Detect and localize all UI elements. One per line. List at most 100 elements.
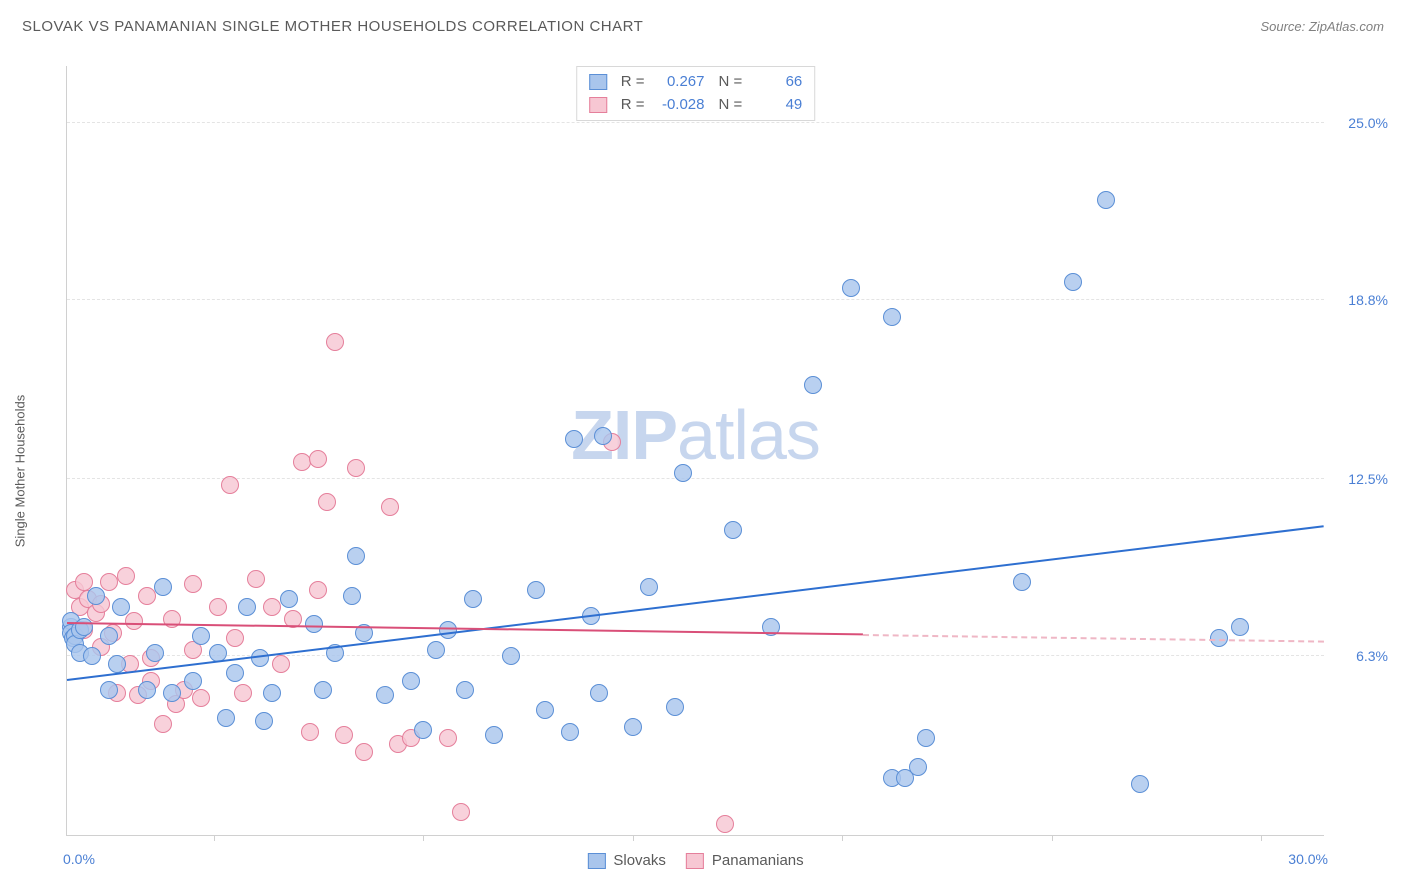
x-max-label: 30.0% — [1288, 851, 1328, 867]
y-tick-label: 25.0% — [1330, 115, 1388, 131]
stats-row-slovaks: R = 0.267 N = 66 — [589, 71, 803, 94]
data-point — [314, 681, 332, 699]
data-point — [1013, 573, 1031, 591]
data-point — [280, 590, 298, 608]
legend-item-panamanians: Panamanians — [686, 852, 804, 869]
data-point — [502, 647, 520, 665]
data-point — [347, 459, 365, 477]
stats-legend: R = 0.267 N = 66 R = -0.028 N = 49 — [576, 66, 816, 121]
data-point — [536, 701, 554, 719]
data-point — [125, 612, 143, 630]
data-point — [209, 598, 227, 616]
data-point — [909, 758, 927, 776]
y-tick-label: 18.8% — [1330, 292, 1388, 308]
data-point — [343, 587, 361, 605]
data-point — [192, 627, 210, 645]
data-point — [1064, 273, 1082, 291]
y-axis-label: Single Mother Households — [13, 395, 28, 547]
data-point — [305, 615, 323, 633]
data-point — [108, 655, 126, 673]
legend-swatch-slovaks — [589, 74, 607, 90]
y-tick-label: 12.5% — [1330, 471, 1388, 487]
gridline — [67, 122, 1324, 123]
data-point — [138, 587, 156, 605]
chart-title: SLOVAK VS PANAMANIAN SINGLE MOTHER HOUSE… — [22, 18, 643, 35]
legend-swatch-panamanians — [686, 853, 704, 869]
trend-line — [863, 634, 1324, 643]
r-value-panamanians: -0.028 — [653, 94, 705, 117]
data-point — [184, 672, 202, 690]
x-tick — [1261, 835, 1262, 841]
source: Source: ZipAtlas.com — [1260, 18, 1384, 36]
n-label: N = — [719, 71, 743, 94]
data-point — [842, 279, 860, 297]
x-tick — [423, 835, 424, 841]
data-point — [263, 684, 281, 702]
source-label: Source: — [1260, 19, 1308, 34]
chart: Single Mother Households ZIPatlas R = 0.… — [24, 58, 1394, 884]
y-tick-label: 6.3% — [1330, 648, 1388, 664]
x-tick — [633, 835, 634, 841]
data-point — [251, 649, 269, 667]
data-point — [561, 723, 579, 741]
data-point — [318, 493, 336, 511]
data-point — [301, 723, 319, 741]
data-point — [1231, 618, 1249, 636]
legend-label-slovaks: Slovaks — [613, 852, 666, 869]
x-tick — [842, 835, 843, 841]
data-point — [226, 664, 244, 682]
data-point — [100, 573, 118, 591]
data-point — [192, 689, 210, 707]
data-point — [255, 712, 273, 730]
data-point — [464, 590, 482, 608]
n-value-slovaks: 66 — [750, 71, 802, 94]
data-point — [238, 598, 256, 616]
data-point — [146, 644, 164, 662]
r-label: R = — [621, 71, 645, 94]
series-legend: Slovaks Panamanians — [587, 852, 803, 869]
data-point — [1097, 191, 1115, 209]
data-point — [724, 521, 742, 539]
data-point — [293, 453, 311, 471]
data-point — [112, 598, 130, 616]
data-point — [439, 729, 457, 747]
data-point — [402, 672, 420, 690]
data-point — [309, 581, 327, 599]
data-point — [666, 698, 684, 716]
data-point — [309, 450, 327, 468]
legend-label-panamanians: Panamanians — [712, 852, 804, 869]
data-point — [138, 681, 156, 699]
data-point — [335, 726, 353, 744]
data-point — [439, 621, 457, 639]
x-min-label: 0.0% — [63, 851, 95, 867]
n-label: N = — [719, 94, 743, 117]
data-point — [226, 629, 244, 647]
data-point — [381, 498, 399, 516]
data-point — [263, 598, 281, 616]
data-point — [640, 578, 658, 596]
data-point — [376, 686, 394, 704]
r-label: R = — [621, 94, 645, 117]
gridline — [67, 299, 1324, 300]
data-point — [117, 567, 135, 585]
data-point — [75, 618, 93, 636]
data-point — [83, 647, 101, 665]
data-point — [347, 547, 365, 565]
plot-area: ZIPatlas R = 0.267 N = 66 R = -0.028 N =… — [66, 66, 1324, 836]
watermark-zip: ZIP — [571, 396, 677, 474]
source-value: ZipAtlas.com — [1309, 19, 1384, 34]
data-point — [590, 684, 608, 702]
legend-swatch-slovaks — [587, 853, 605, 869]
data-point — [1131, 775, 1149, 793]
data-point — [234, 684, 252, 702]
data-point — [184, 575, 202, 593]
data-point — [804, 376, 822, 394]
data-point — [917, 729, 935, 747]
data-point — [414, 721, 432, 739]
data-point — [154, 578, 172, 596]
legend-item-slovaks: Slovaks — [587, 852, 666, 869]
data-point — [485, 726, 503, 744]
data-point — [272, 655, 290, 673]
data-point — [217, 709, 235, 727]
data-point — [221, 476, 239, 494]
